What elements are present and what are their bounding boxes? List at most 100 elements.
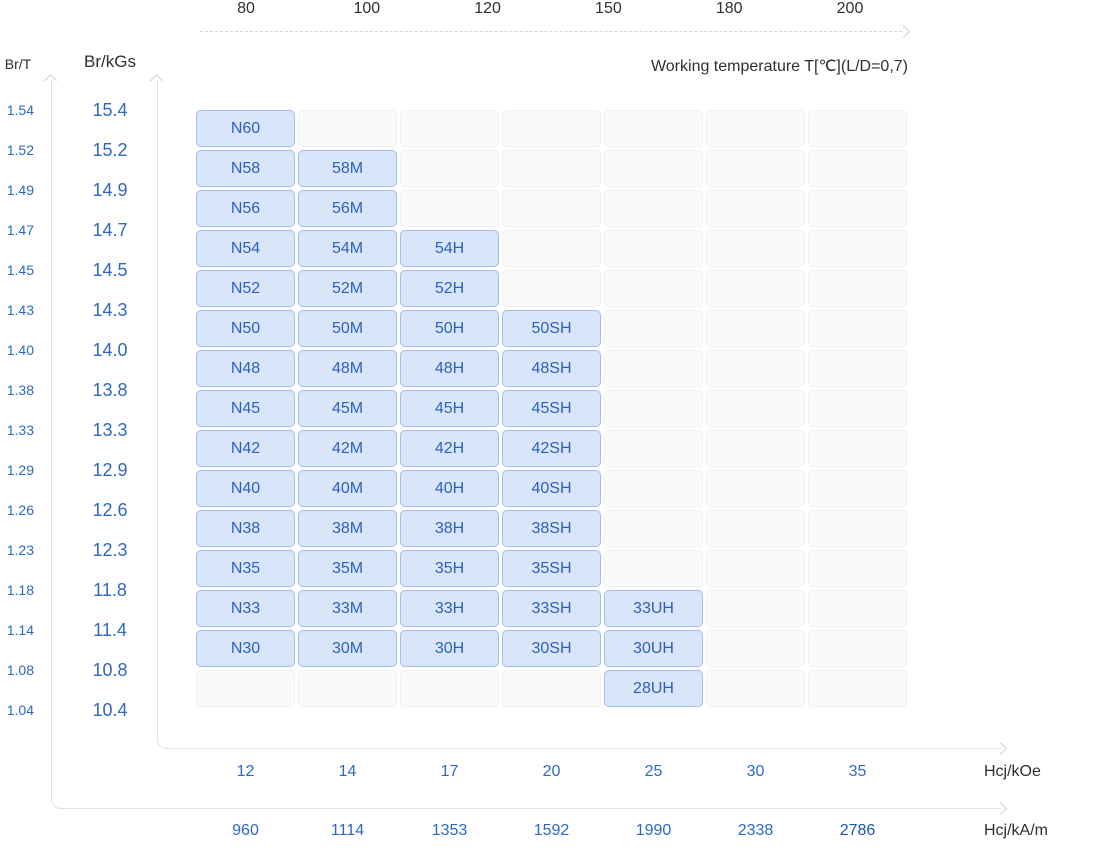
grade-cell-empty — [808, 350, 907, 387]
br-t-tick-1.04: 1.04 — [6, 702, 34, 718]
grade-cell-50H: 50H — [400, 310, 499, 347]
br-t-tick-1.40: 1.40 — [6, 342, 34, 358]
br-t-tick-1.45: 1.45 — [6, 262, 34, 278]
grade-cell-empty — [502, 110, 601, 147]
grade-cell-35SH: 35SH — [502, 550, 601, 587]
br-t-tick-1.33: 1.33 — [6, 422, 34, 438]
grade-cell-empty — [706, 230, 805, 267]
grade-cell-empty — [502, 270, 601, 307]
grade-cell-empty — [808, 390, 907, 427]
grade-cell-33UH: 33UH — [604, 590, 703, 627]
grade-cell-52H: 52H — [400, 270, 499, 307]
hcj-kam-tick-1592: 1592 — [533, 822, 570, 839]
grade-cell-empty — [706, 590, 805, 627]
grade-cell-empty — [706, 150, 805, 187]
grade-cell-empty — [808, 310, 907, 347]
grade-cell-33H: 33H — [400, 590, 499, 627]
br-t-hcj-kam-axis-line — [51, 80, 1001, 809]
grade-cell-35H: 35H — [400, 550, 499, 587]
br-kgs-tick-11.4: 11.4 — [93, 620, 127, 640]
temp-tick-100: 100 — [353, 0, 381, 17]
grade-cell-empty — [400, 190, 499, 227]
br-t-tick-1.29: 1.29 — [6, 462, 34, 478]
grade-cell-empty — [808, 270, 907, 307]
grade-cell-N54: N54 — [196, 230, 295, 267]
grade-cell-38H: 38H — [400, 510, 499, 547]
br-kgs-tick-12.3: 12.3 — [92, 540, 128, 560]
br-t-tick-1.38: 1.38 — [6, 382, 34, 398]
grade-cell-empty — [400, 110, 499, 147]
grade-cell-N48: N48 — [196, 350, 295, 387]
grade-cell-48M: 48M — [298, 350, 397, 387]
br-kgs-tick-14.3: 14.3 — [92, 300, 128, 320]
br-kgs-hcj-koe-axis-line — [157, 80, 1001, 749]
grade-cell-empty — [604, 350, 703, 387]
grade-cell-28UH: 28UH — [604, 670, 703, 707]
grade-cell-N42: N42 — [196, 430, 295, 467]
grade-cell-empty — [808, 470, 907, 507]
br-kgs-tick-13.8: 13.8 — [92, 380, 128, 400]
grade-cell-empty — [604, 310, 703, 347]
grade-cell-empty — [604, 470, 703, 507]
grade-cell-56M: 56M — [298, 190, 397, 227]
temp-tick-180: 180 — [715, 0, 743, 17]
hcj-kam-tick-2786: 2786 — [839, 822, 876, 839]
grade-cell-empty — [604, 150, 703, 187]
br-kgs-tick-12.9: 12.9 — [92, 460, 128, 480]
br-kgs-tick-11.8: 11.8 — [93, 580, 127, 600]
br-kgs-tick-14.7: 14.7 — [92, 220, 128, 240]
grade-cell-empty — [604, 270, 703, 307]
grade-cell-empty — [706, 670, 805, 707]
grade-cell-40SH: 40SH — [502, 470, 601, 507]
br-kgs-tick-14.5: 14.5 — [92, 260, 128, 280]
temperature-axis-line — [200, 31, 902, 32]
grade-cell-empty — [604, 390, 703, 427]
br-kgs-tick-13.3: 13.3 — [92, 420, 128, 440]
grade-cell-N58: N58 — [196, 150, 295, 187]
grade-cell-empty — [706, 630, 805, 667]
hcj-koe-tick-17: 17 — [440, 763, 459, 780]
grade-cell-40M: 40M — [298, 470, 397, 507]
grade-cell-30SH: 30SH — [502, 630, 601, 667]
grade-cell-40H: 40H — [400, 470, 499, 507]
grade-cell-empty — [808, 230, 907, 267]
grade-cell-empty — [808, 630, 907, 667]
hcj-kam-tick-2338: 2338 — [737, 822, 774, 839]
grade-cell-empty — [706, 190, 805, 227]
grade-cell-empty — [808, 430, 907, 467]
br-t-tick-1.43: 1.43 — [6, 302, 34, 318]
temp-tick-200: 200 — [836, 0, 864, 17]
grade-cell-N56: N56 — [196, 190, 295, 227]
br-t-tick-1.23: 1.23 — [6, 542, 34, 558]
grade-cell-42M: 42M — [298, 430, 397, 467]
grade-cell-empty — [706, 550, 805, 587]
grade-cell-N52: N52 — [196, 270, 295, 307]
grade-cell-45H: 45H — [400, 390, 499, 427]
grade-cell-empty — [400, 150, 499, 187]
grade-cell-48H: 48H — [400, 350, 499, 387]
grade-cell-empty — [502, 230, 601, 267]
grade-cell-empty — [502, 150, 601, 187]
grade-cell-empty — [604, 230, 703, 267]
hcj-koe-tick-35: 35 — [848, 763, 867, 780]
grade-cell-empty — [706, 430, 805, 467]
grade-cell-empty — [400, 670, 499, 707]
grade-cell-empty — [604, 190, 703, 227]
temperature-axis-title: Working temperature T[℃](L/D=0,7) — [650, 58, 908, 75]
grade-cell-empty — [298, 110, 397, 147]
grade-cell-empty — [706, 390, 805, 427]
grade-cell-empty — [706, 310, 805, 347]
hcj-koe-tick-20: 20 — [542, 763, 561, 780]
grade-cell-35M: 35M — [298, 550, 397, 587]
grade-cell-38SH: 38SH — [502, 510, 601, 547]
temp-tick-150: 150 — [595, 0, 622, 17]
grade-cell-empty — [706, 270, 805, 307]
hcj-kam-tick-1990: 1990 — [635, 822, 672, 839]
hcj-koe-tick-14: 14 — [338, 763, 357, 780]
hcj-kam-tick-1114: 1114 — [330, 822, 365, 839]
grade-cell-54M: 54M — [298, 230, 397, 267]
